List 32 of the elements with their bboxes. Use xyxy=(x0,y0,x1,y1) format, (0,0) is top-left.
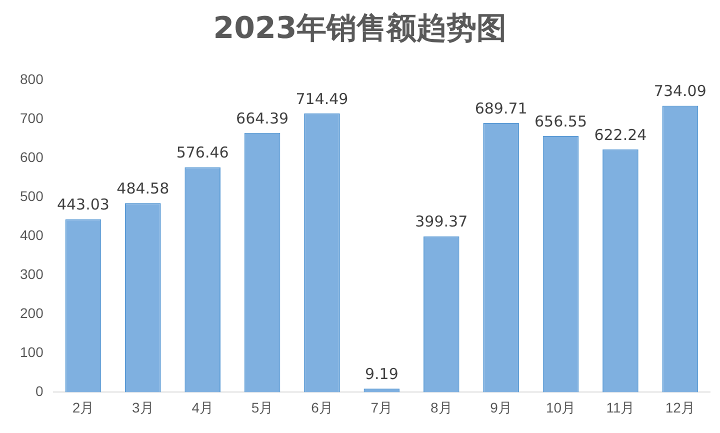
x-tick-label: 2月 xyxy=(72,399,94,416)
y-tick-label: 600 xyxy=(20,148,44,165)
x-tick-label: 9月 xyxy=(490,399,512,416)
data-label: 399.37 xyxy=(415,212,468,231)
data-label: 664.39 xyxy=(236,109,289,128)
data-label: 714.49 xyxy=(296,90,348,108)
data-label: 443.03 xyxy=(56,196,110,214)
y-tick-label: 300 xyxy=(20,266,44,282)
data-label: 9.19 xyxy=(364,365,398,384)
y-tick-label: 700 xyxy=(20,110,44,126)
chart-title: 2023年销售额趋势图 xyxy=(212,10,508,48)
x-tick-label: 12月 xyxy=(665,399,695,416)
y-tick-label: 400 xyxy=(20,226,44,243)
y-tick-label: 800 xyxy=(20,70,44,87)
data-label: 689.71 xyxy=(474,99,528,118)
x-tick-label: 6月 xyxy=(311,399,333,416)
data-label: 656.55 xyxy=(534,112,588,130)
data-label: 576.46 xyxy=(176,144,229,162)
data-label: 622.24 xyxy=(594,126,647,144)
x-tick-label: 3月 xyxy=(132,399,154,416)
x-tick-label: 8月 xyxy=(430,399,452,416)
x-tick-label: 7月 xyxy=(370,399,393,416)
data-label: 484.58 xyxy=(116,179,170,198)
x-tick-label: 4月 xyxy=(192,399,214,416)
x-tick-label: 10月 xyxy=(546,399,576,416)
y-tick-label: 100 xyxy=(20,344,44,360)
y-tick-label: 200 xyxy=(20,305,44,322)
x-tick-label: 11月 xyxy=(606,399,635,416)
y-tick-label: 500 xyxy=(20,188,44,204)
x-tick-label: 5月 xyxy=(251,399,274,416)
data-label: 734.09 xyxy=(654,82,706,100)
y-tick-label: 0 xyxy=(36,383,44,400)
